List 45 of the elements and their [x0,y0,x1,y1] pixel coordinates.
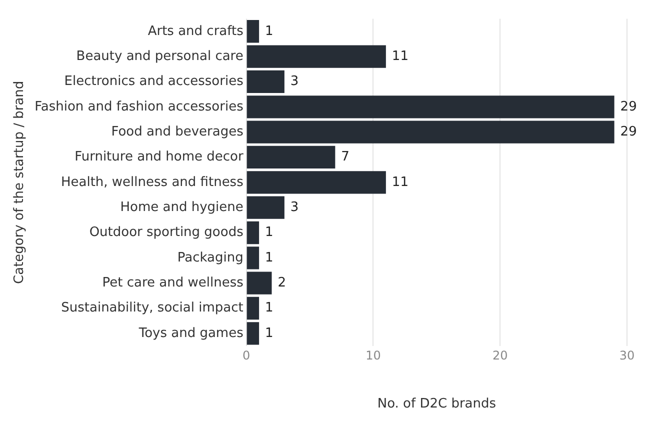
x-tick-label: 0 [242,348,250,362]
data-label: 29 [620,99,637,114]
bar [246,70,284,94]
bar [246,45,386,68]
data-label: 1 [265,250,274,266]
bar [246,96,614,118]
bar [246,296,260,320]
y-axis-title: Category of the startup / brand [12,80,28,284]
y-tick-label: Beauty and personal care [76,48,244,64]
x-tick-label: 30 [619,348,635,362]
bar [246,196,284,219]
y-tick-label: Sustainability, social impact [61,300,244,316]
x-axis-title: No. of D2C brands [377,396,496,412]
bar [246,322,260,345]
y-tick-label: Pet care and wellness [102,275,244,290]
y-tick-label: Health, wellness and fitness [60,174,244,190]
data-label: 1 [265,300,274,316]
bar [246,272,272,294]
y-tick-label: Furniture and home decor [74,150,244,165]
y-tick-label: Home and hygiene [120,200,244,215]
data-label: 2 [278,275,286,290]
data-label: 1 [265,225,274,240]
data-label: 3 [290,200,299,215]
y-tick-label: Electronics and accessories [64,74,244,90]
data-label: 7 [341,150,350,165]
data-label: 11 [392,48,408,64]
y-tick-label: Arts and crafts [148,24,244,39]
bar [246,171,386,194]
bar [246,20,260,43]
data-label: 1 [265,326,274,341]
bar [246,221,260,244]
data-label: 3 [290,74,299,90]
bar [246,146,336,169]
y-tick-label: Food and beverages [111,124,244,140]
data-label: 11 [392,174,408,190]
x-tick-label: 10 [366,348,381,362]
y-tick-label: Toys and games [138,326,244,341]
data-label: 29 [620,124,637,140]
y-tick-label: Packaging [177,250,244,266]
x-tick-label: 20 [492,348,508,362]
bar [246,246,260,270]
y-tick-label: Outdoor sporting goods [89,225,244,240]
y-tick-label: Fashion and fashion accessories [34,99,244,114]
data-label: 1 [265,24,274,39]
bar [246,120,614,144]
